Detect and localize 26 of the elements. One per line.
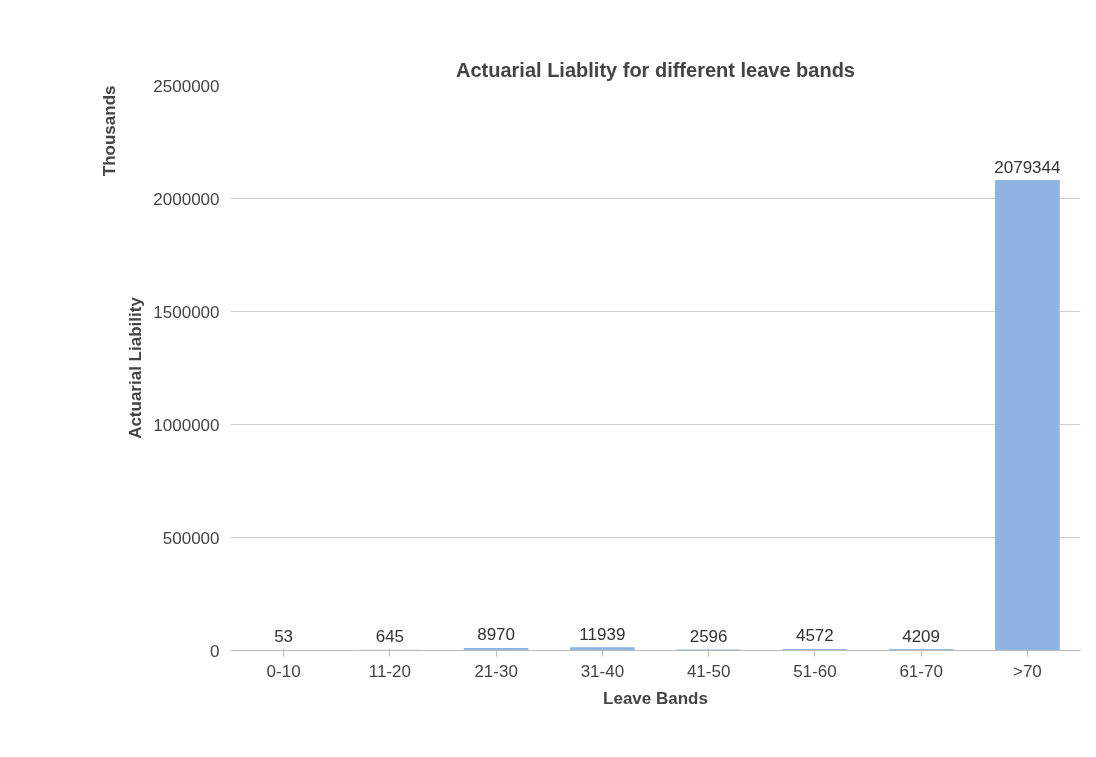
y-tick-label: 1000000: [153, 415, 220, 435]
x-tick-label: 31-40: [580, 661, 625, 681]
data-label: 53: [274, 627, 294, 647]
y-tick-label: 2500000: [153, 76, 220, 96]
x-tick-label: 61-70: [899, 661, 943, 681]
data-label: 4209: [902, 626, 941, 646]
data-label: 4572: [795, 626, 834, 646]
y-tick-label: 1500000: [153, 302, 220, 322]
x-tick-label: 41-50: [686, 661, 731, 681]
data-label: 645: [375, 627, 405, 647]
text: Thousands: [99, 85, 119, 177]
chart-title: Actuarial Liablity for different leave bands: [456, 58, 855, 81]
data-label: 8970: [477, 625, 516, 645]
x-tick-label: 21-30: [474, 661, 518, 681]
data-label: 2596: [689, 626, 728, 646]
x-tick-label: 11-20: [368, 661, 411, 681]
y-axis-title: Actuarial Liability: [126, 296, 146, 439]
y-tick-label: 2000000: [153, 189, 220, 209]
y-tick-label: 0: [210, 641, 220, 661]
data-label: 2079344: [994, 157, 1061, 177]
x-tick-label: 0-10: [266, 661, 301, 681]
x-tick-label: >70: [1012, 661, 1042, 681]
x-tick-label: 51-60: [793, 661, 837, 681]
y-tick-label: 500000: [162, 528, 220, 548]
data-label: 11939: [579, 624, 626, 644]
x-axis-title: Leave Bands: [603, 688, 708, 708]
